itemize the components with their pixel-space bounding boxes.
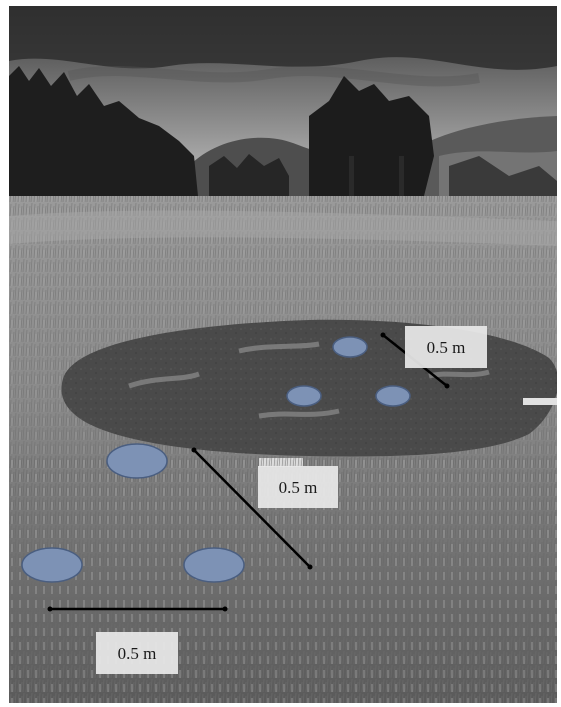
sample-plot-ellipse: [332, 336, 368, 358]
scale-line: [193, 449, 311, 568]
scale-line-end: [307, 564, 313, 570]
scale-label: 0.5 m: [405, 326, 487, 368]
scale-label: 0.5 m: [258, 466, 338, 508]
sample-plot-ellipse: [375, 385, 411, 407]
sample-plot-ellipse: [183, 547, 245, 583]
sample-plot-ellipse: [286, 385, 322, 407]
sample-plot-ellipse: [106, 443, 168, 479]
scale-line-end: [444, 383, 450, 389]
scale-line-end: [380, 332, 386, 338]
sample-plot-ellipse: [21, 547, 83, 583]
scale-line-end: [222, 606, 228, 612]
scale-line-end: [191, 447, 197, 453]
scale-line-end: [47, 606, 53, 612]
scale-label: 0.5 m: [96, 632, 178, 674]
